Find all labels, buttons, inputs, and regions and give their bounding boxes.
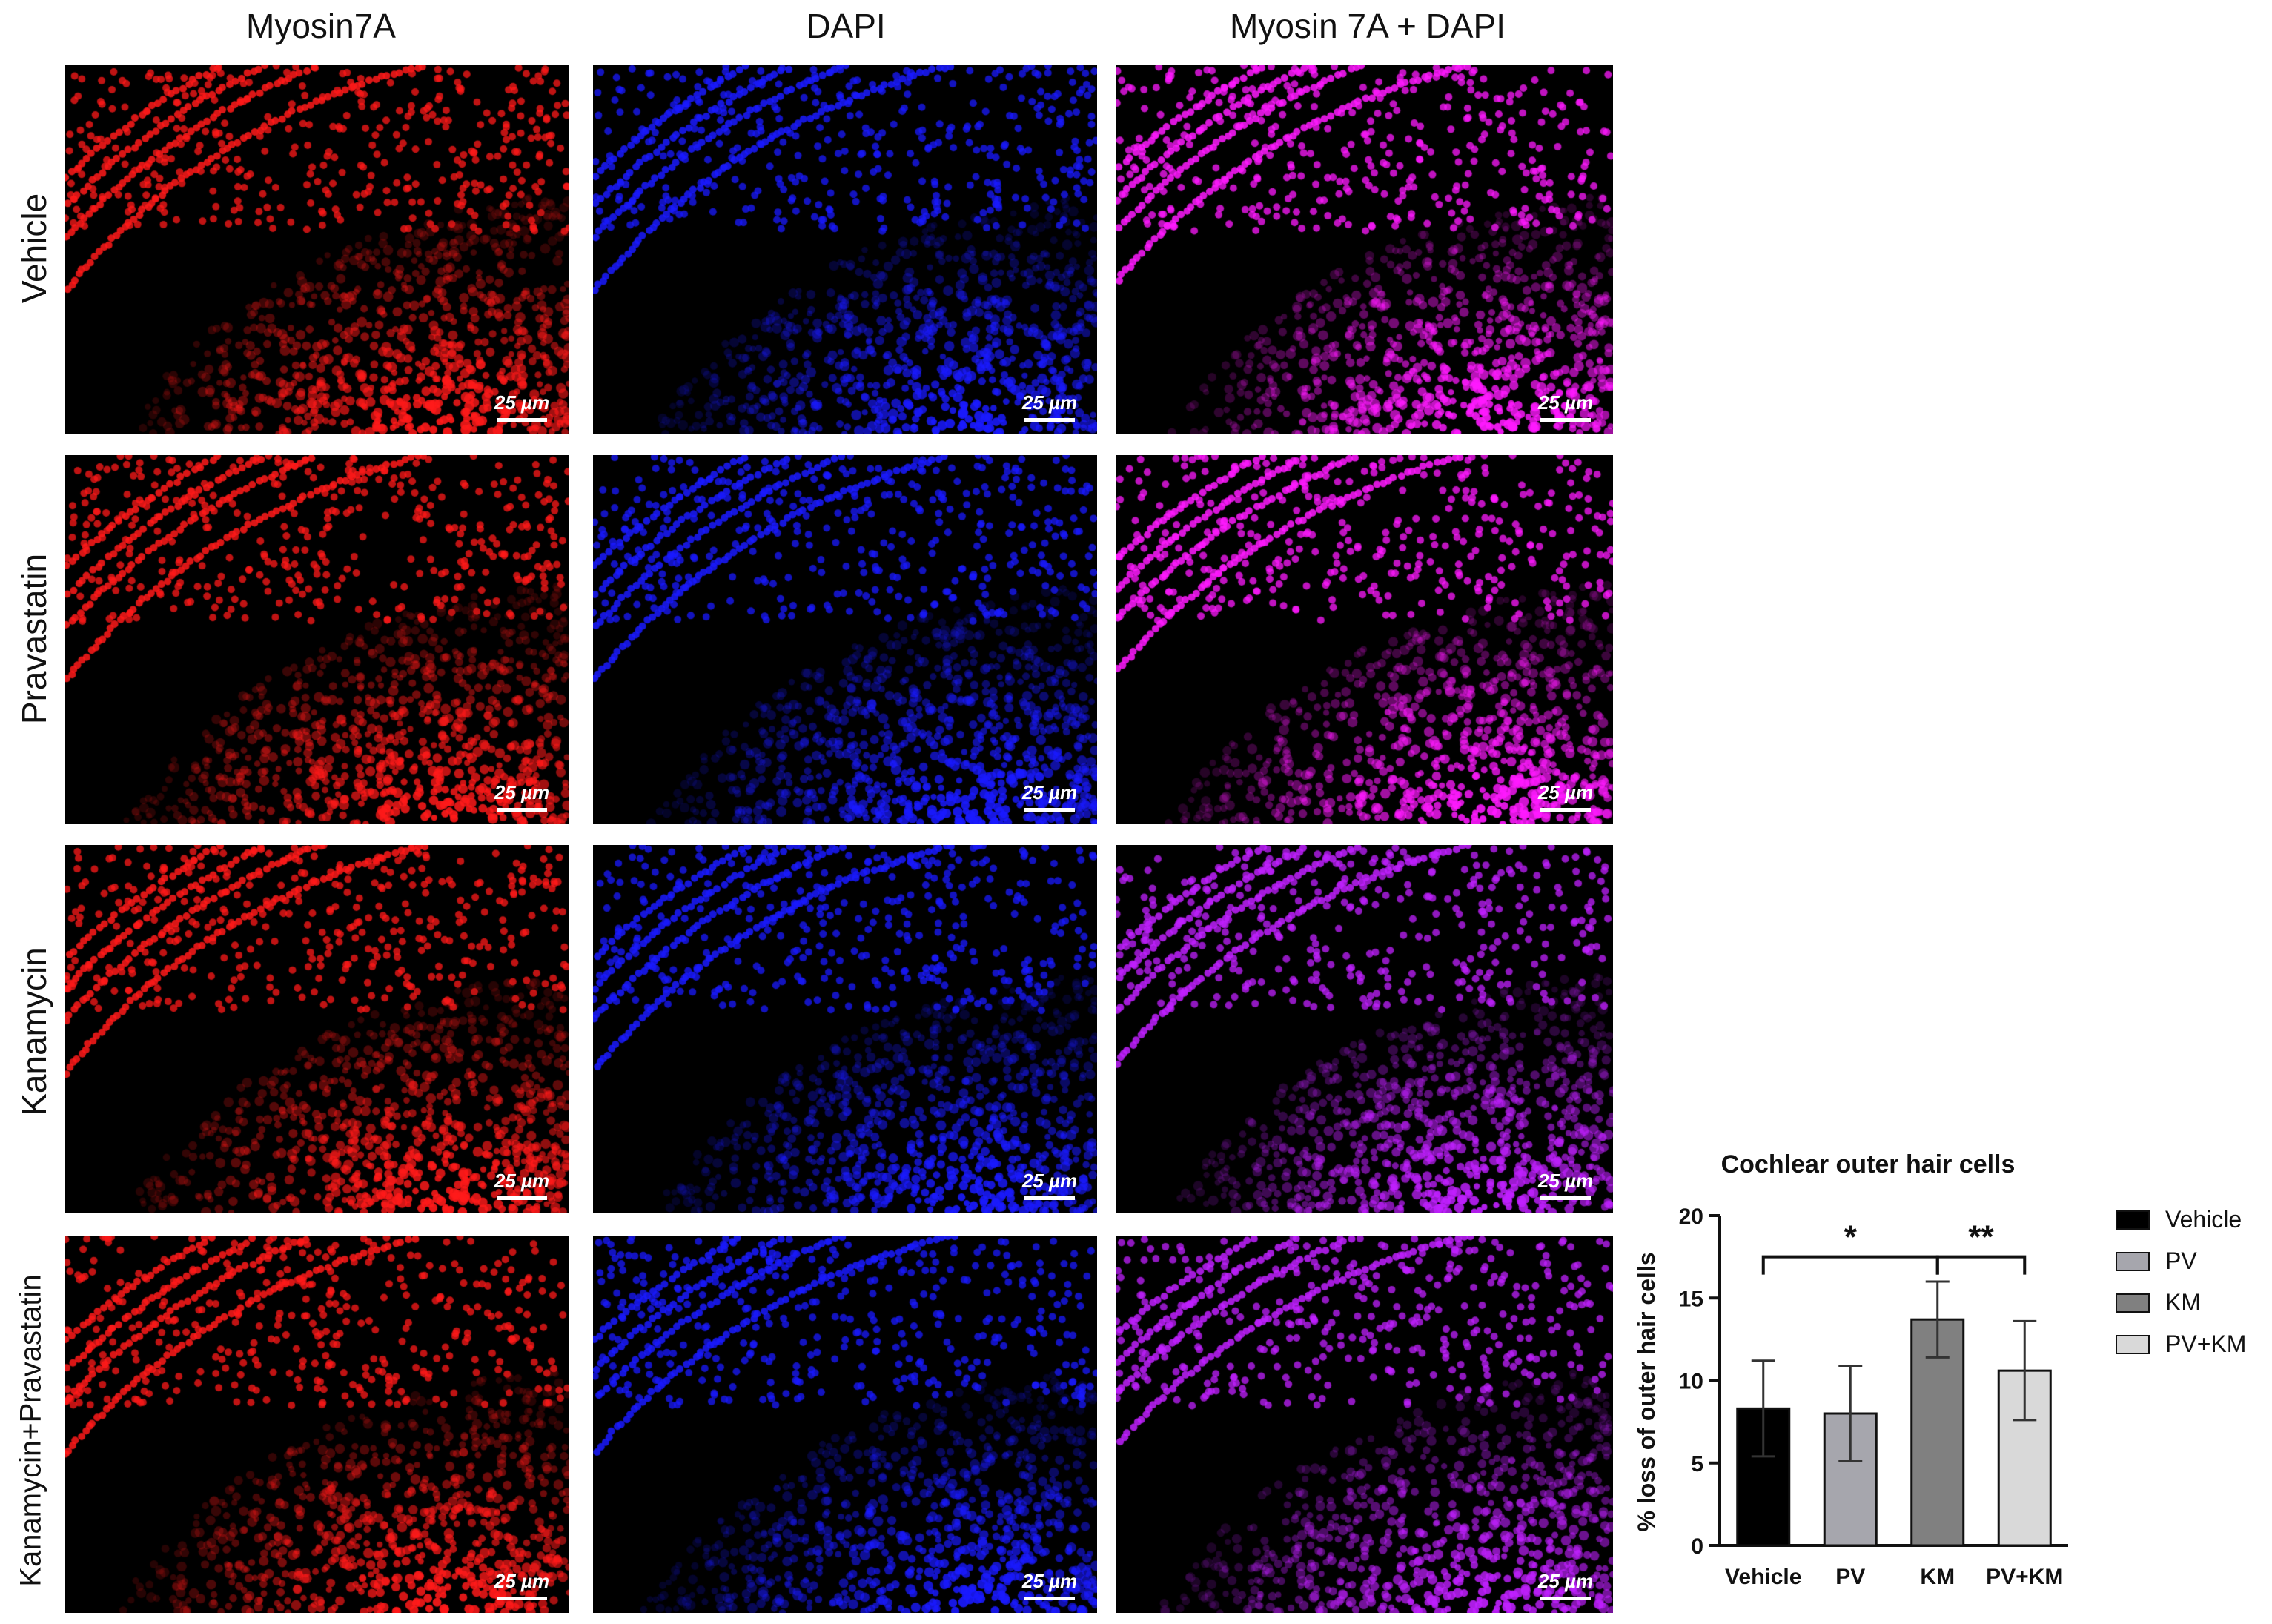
significance-label: ** xyxy=(1968,1219,1994,1256)
scale-bar-label: 25 µm xyxy=(494,1170,550,1192)
y-tick-label: 15 xyxy=(1679,1287,1703,1311)
micrograph-pravastatin-merge: 25 µm xyxy=(1116,455,1613,824)
row-label-pravastatin: Pravastatin xyxy=(15,553,53,725)
scale-bar xyxy=(1540,1597,1591,1600)
scale-bar-label: 25 µm xyxy=(1021,1570,1078,1592)
scale-bar-label: 25 µm xyxy=(1021,781,1078,803)
legend-label: Vehicle xyxy=(2165,1206,2242,1233)
y-tick-label: 10 xyxy=(1679,1370,1703,1394)
row-label-kanamycin: Kanamycin xyxy=(15,947,53,1116)
legend-swatch xyxy=(2116,1252,2150,1271)
scale-bar-label: 25 µm xyxy=(494,1570,550,1592)
column-header-myosin7a: Myosin7A xyxy=(246,7,396,45)
scale-bar xyxy=(497,1597,547,1600)
scale-bar xyxy=(1024,418,1075,422)
scale-bar-label: 25 µm xyxy=(494,391,550,414)
scale-bar xyxy=(1024,1196,1075,1200)
scale-bar-label: 25 µm xyxy=(1021,1170,1078,1192)
micrograph-vehicle-dapi: 25 µm xyxy=(593,65,1097,434)
scale-bar xyxy=(1024,1597,1075,1600)
micrograph-vehicle-myosin7a: 25 µm xyxy=(65,65,569,434)
column-header-dapi: DAPI xyxy=(806,7,886,45)
y-tick-label: 20 xyxy=(1679,1204,1703,1229)
significance-label: * xyxy=(1844,1219,1858,1256)
row-label-kanamycin-pravastatin: Kanamycin+Pravastatin xyxy=(14,1274,47,1587)
column-header-merge: Myosin 7A + DAPI xyxy=(1230,7,1506,45)
x-tick-label: PV+KM xyxy=(1986,1565,2063,1589)
legend-label: PV+KM xyxy=(2165,1330,2246,1357)
micrograph-kanamycin-dapi: 25 µm xyxy=(593,845,1097,1213)
legend-label: PV xyxy=(2165,1247,2197,1274)
significance-bracket xyxy=(1761,1255,1939,1275)
y-tick-label: 5 xyxy=(1691,1452,1703,1476)
scale-bar xyxy=(1024,808,1075,812)
legend-swatch xyxy=(2116,1293,2150,1313)
scale-bar xyxy=(497,1196,547,1200)
micrograph-kanamycin-merge: 25 µm xyxy=(1116,845,1613,1213)
bar-chart: Cochlear outer hair cells % loss of oute… xyxy=(1623,1141,2268,1616)
scale-bar xyxy=(1540,418,1591,422)
scale-bar xyxy=(497,418,547,422)
scale-bar-label: 25 µm xyxy=(1021,391,1078,414)
micrograph-kanamycin-myosin7a: 25 µm xyxy=(65,845,569,1213)
scale-bar-label: 25 µm xyxy=(1537,1170,1594,1192)
chart-title: Cochlear outer hair cells xyxy=(1721,1150,2016,1179)
scale-bar-label: 25 µm xyxy=(1537,1570,1594,1592)
x-tick-label: PV xyxy=(1835,1565,1865,1589)
scale-bar-label: 25 µm xyxy=(494,781,550,803)
micrograph-pravastatin-dapi: 25 µm xyxy=(593,455,1097,824)
row-label-vehicle: Vehicle xyxy=(15,193,53,304)
legend-swatch xyxy=(2116,1335,2150,1354)
x-tick-label: KM xyxy=(1920,1565,1955,1589)
micrograph-kanamycin-pravastatin-dapi: 25 µm xyxy=(593,1236,1097,1613)
y-axis-label: % loss of outer hair cells xyxy=(1633,1253,1660,1532)
micrograph-vehicle-merge: 25 µm xyxy=(1116,65,1613,434)
micrograph-pravastatin-myosin7a: 25 µm xyxy=(65,455,569,824)
x-tick-label: Vehicle xyxy=(1725,1565,1801,1589)
y-tick-label: 0 xyxy=(1691,1534,1703,1559)
scale-bar xyxy=(1540,1196,1591,1200)
legend-swatch xyxy=(2116,1210,2150,1230)
scale-bar xyxy=(497,808,547,812)
significance-bracket xyxy=(1935,1255,2027,1275)
scale-bar xyxy=(1540,808,1591,812)
micrograph-kanamycin-pravastatin-merge: 25 µm xyxy=(1116,1236,1613,1613)
scale-bar-label: 25 µm xyxy=(1537,781,1594,803)
scale-bar-label: 25 µm xyxy=(1537,391,1594,414)
micrograph-kanamycin-pravastatin-myosin7a: 25 µm xyxy=(65,1236,569,1613)
legend-label: KM xyxy=(2165,1289,2201,1316)
